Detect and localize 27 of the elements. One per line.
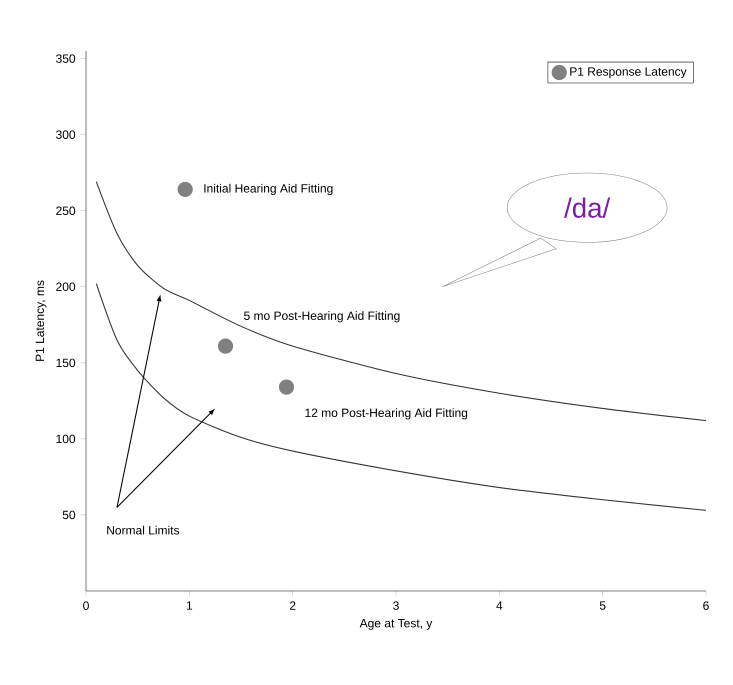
- line-series: [96, 283, 707, 511]
- y-axis-title: P1 Latency, ms: [36, 280, 46, 361]
- annotation: 12 mo Post-Hearing Aid Fitting: [305, 408, 468, 420]
- y-tick-label: 100: [56, 434, 76, 444]
- x-tick-label: 0: [83, 601, 89, 610]
- point: [178, 182, 193, 198]
- legend-label: P1 Response Latency: [570, 67, 687, 78]
- annotation: Normal Limits: [107, 526, 180, 535]
- x-tick-label: 5: [600, 601, 606, 610]
- x-tick-label: 6: [703, 601, 709, 610]
- y-tick-label: 300: [56, 130, 76, 139]
- x-tick-label: 3: [393, 601, 399, 610]
- x-axis-title: Age at Test, y: [360, 619, 432, 630]
- annotation: Initial Hearing Aid Fitting: [204, 184, 332, 196]
- point: [218, 338, 234, 354]
- y-tick-label: 250: [56, 206, 76, 215]
- y-tick-label: 150: [56, 358, 76, 368]
- y-tick-label: 350: [56, 54, 76, 63]
- annotation: /da/: [564, 198, 610, 218]
- y-tick-label: 200: [56, 282, 76, 292]
- x-tick-label: 1: [186, 601, 192, 610]
- x-tick-label: 4: [496, 601, 502, 610]
- y-tick-label: 50: [62, 510, 76, 520]
- point: [278, 380, 294, 395]
- annotation: 5 mo Post-Hearing Aid Fitting: [244, 311, 400, 322]
- line-series: [96, 181, 707, 422]
- x-tick-label: 2: [290, 601, 296, 610]
